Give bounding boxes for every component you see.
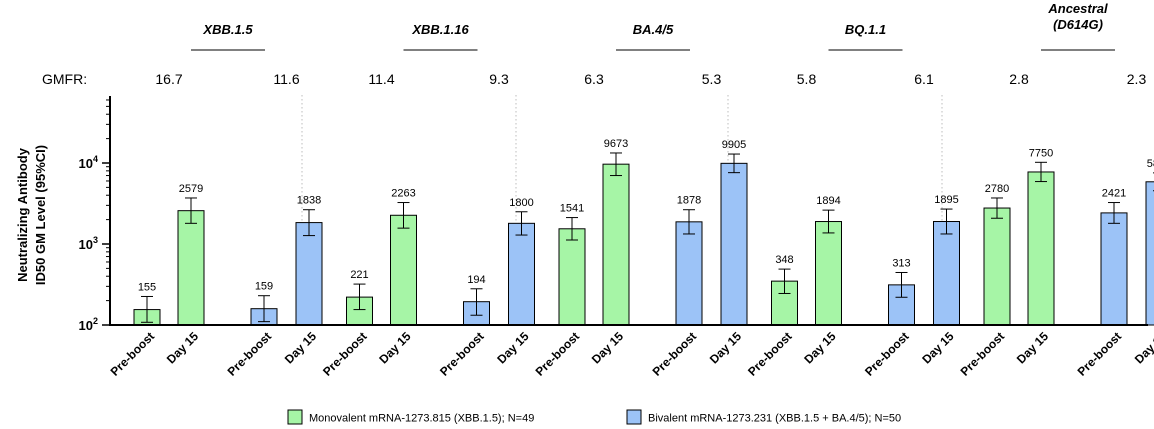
bar [1027,171,1055,326]
y-axis-title-line2: ID50 GM Level (95%CI) [33,145,48,285]
bar [508,222,535,326]
legend: Monovalent mRNA-1273.815 (XBB.1.5); N=49… [287,409,901,425]
group-title: (D614G) [1053,17,1103,32]
bar [558,228,586,326]
x-tick-label: Pre-boost [862,329,912,379]
gmfr-value: 16.7 [155,71,182,87]
x-tick-label: Pre-boost [745,329,795,379]
bar [675,221,703,326]
bar [1100,212,1128,326]
y-tick-label: 104 [79,154,98,171]
y-axis-title: Neutralizing Antibody ID50 GM Level (95%… [15,145,48,285]
data-label: 2263 [391,188,415,200]
data-label: 348 [775,254,793,266]
x-tick-label: Day 15 [919,329,956,366]
x-tick-label: Day 15 [282,329,319,366]
y-axis-title-line1: Neutralizing Antibody [15,147,30,282]
y-tick-label: 102 [79,316,98,333]
x-tick-label: Day 15 [494,329,531,366]
legend-label: Bivalent mRNA-1273.231 (XBB.1.5 + BA.4/5… [648,413,901,425]
y-tick-exponent: 4 [93,154,98,164]
bar [815,221,842,326]
data-label: 1878 [677,195,701,207]
x-tick-label: Day 15 [376,329,413,366]
bar [983,207,1011,326]
data-label: 9673 [604,138,628,150]
x-tick-label: Day 15 [707,329,744,366]
gmfr-value: 11.4 [368,71,394,87]
x-tick-label: Pre-boost [533,329,583,379]
data-label: 5861 [1147,158,1154,170]
y-tick-exponent: 3 [93,235,98,245]
x-tick-label: Pre-boost [437,329,487,379]
bar [390,214,417,326]
x-tick-label: Pre-boost [650,329,700,379]
x-tick-label: Day 15 [801,329,838,366]
data-label: 1894 [816,195,840,207]
x-tick-label: Pre-boost [225,329,275,379]
x-tick-label: Day 15 [1132,329,1154,366]
data-label: 2421 [1102,188,1126,200]
gmfr-value: 2.3 [1127,71,1147,87]
gmfr-value: 2.8 [1009,71,1029,87]
x-tick-label: Day 15 [589,329,626,366]
bar [177,210,205,326]
bar [602,163,630,326]
data-label: 1541 [560,203,584,215]
group-title: BQ.1.1 [845,22,886,37]
y-tick-base: 10 [79,318,93,333]
x-tick-label: Pre-boost [108,329,158,379]
group-title: XBB.1.5 [202,22,253,37]
group-title: BA.4/5 [633,22,674,37]
bar [933,221,960,326]
y-tick-exponent: 2 [93,316,98,326]
y-tick-base: 10 [79,156,93,171]
data-label: 7750 [1029,147,1053,159]
legend-label: Monovalent mRNA-1273.815 (XBB.1.5); N=49 [309,413,534,425]
x-tick-label: Day 15 [164,329,201,366]
gmfr-value: 6.3 [584,71,604,87]
gmfr-label: GMFR: [42,71,87,87]
x-tick-label: Day 15 [1014,329,1051,366]
bar [1145,181,1154,326]
gmfr-value: 5.8 [797,71,817,87]
data-label: 194 [467,274,485,286]
data-label: 2780 [985,183,1009,195]
gmfr-value: 6.1 [914,71,934,87]
legend-swatch [287,409,303,425]
data-label: 9905 [722,139,746,151]
data-label: 1800 [509,197,533,209]
data-label: 2579 [179,183,203,195]
group-title: Ancestral [1047,1,1108,16]
group-title: XBB.1.16 [411,22,469,37]
y-tick-base: 10 [79,237,93,252]
gmfr-value: 11.6 [273,71,299,87]
y-tick-label: 103 [79,235,98,252]
bar [295,222,323,326]
gmfr-value: 5.3 [702,71,722,87]
gmfr-value: 9.3 [489,71,509,87]
bar [720,162,748,326]
data-label: 155 [138,281,156,293]
x-tick-label: Pre-boost [320,329,370,379]
x-tick-label: Pre-boost [1075,329,1125,379]
data-label: 1838 [297,195,321,207]
x-tick-label: Pre-boost [958,329,1008,379]
data-label: 1895 [934,194,958,206]
data-label: 221 [350,269,368,281]
data-label: 159 [255,281,273,293]
legend-swatch [626,409,642,425]
data-label: 313 [892,257,910,269]
